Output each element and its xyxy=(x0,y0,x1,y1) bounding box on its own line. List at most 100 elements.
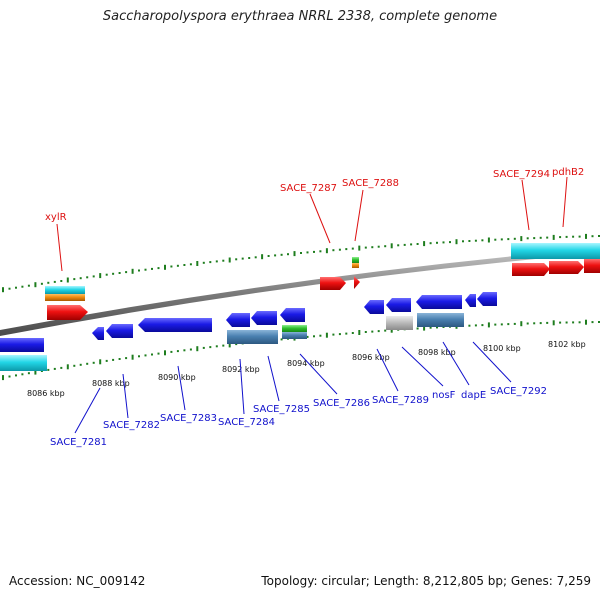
gene-arrow-reverse[interactable] xyxy=(92,327,104,340)
tick-mark xyxy=(60,280,63,282)
gene-arrow-pdhb2[interactable] xyxy=(549,261,584,274)
kbp-label: 8094 kbp xyxy=(287,359,325,368)
tick-mark xyxy=(131,354,134,360)
tick-mark xyxy=(513,322,516,325)
kbp-label: 8088 kbp xyxy=(92,379,130,388)
gene-arrow-red[interactable] xyxy=(584,259,600,273)
gene-label-sace7282[interactable]: SACE_7282 xyxy=(103,420,160,431)
tick-mark xyxy=(125,357,128,360)
tick-mark xyxy=(507,238,510,241)
leader-line xyxy=(401,346,444,387)
gene-label-sace7286[interactable]: SACE_7286 xyxy=(313,398,370,409)
tick-mark xyxy=(546,236,549,239)
gene-label-sace7285[interactable]: SACE_7285 xyxy=(253,404,310,415)
tick-mark xyxy=(591,321,594,324)
gene-label-sace7283[interactable]: SACE_7283 xyxy=(160,413,217,424)
tick-mark xyxy=(436,326,438,329)
gene-arrow-reverse[interactable] xyxy=(251,311,277,325)
tick-mark xyxy=(481,239,484,242)
gene-arrow-sace7282[interactable] xyxy=(106,324,133,338)
gene-arrow-sace7288[interactable] xyxy=(354,276,360,289)
tick-mark xyxy=(325,332,328,338)
feature-orange[interactable] xyxy=(352,263,359,268)
gene-arrow-sace7289[interactable] xyxy=(364,300,384,314)
tick-mark xyxy=(196,261,199,266)
tick-mark xyxy=(390,327,393,333)
tick-mark xyxy=(228,342,231,348)
tick-mark xyxy=(287,253,289,256)
tick-mark xyxy=(598,235,600,237)
tick-mark xyxy=(131,268,134,274)
feature-cyan[interactable] xyxy=(0,355,47,371)
gene-arrow-reverse[interactable] xyxy=(465,294,476,307)
gene-label-sace7288[interactable]: SACE_7288 xyxy=(342,178,399,189)
tick-mark xyxy=(222,259,225,262)
gene-arrow-sace7292[interactable] xyxy=(477,292,497,306)
tick-mark xyxy=(293,251,296,257)
gene-label-sace7294[interactable]: SACE_7294 xyxy=(493,169,550,180)
kbp-label: 8100 kbp xyxy=(483,344,521,353)
gene-label-nosf[interactable]: nosF xyxy=(432,390,456,401)
gene-label-sace7292[interactable]: SACE_7292 xyxy=(490,386,547,397)
gene-label-dape[interactable]: dapE xyxy=(461,390,486,401)
feature-orange[interactable] xyxy=(45,294,85,301)
tick-mark xyxy=(300,252,302,254)
gene-arrow-sace7284[interactable] xyxy=(226,313,250,327)
tick-mark xyxy=(34,369,37,375)
tick-mark xyxy=(513,237,516,240)
tick-mark xyxy=(228,257,231,263)
tick-mark xyxy=(53,280,56,283)
gene-label-xylR[interactable]: xylR xyxy=(45,212,67,223)
gene-arrow-nosf[interactable] xyxy=(386,298,411,312)
tick-mark xyxy=(112,272,115,275)
feature-steel[interactable] xyxy=(282,332,307,339)
tick-mark xyxy=(500,238,503,241)
gene-arrow-sace7281[interactable] xyxy=(0,338,44,352)
tick-mark xyxy=(377,330,380,333)
gene-label-pdhb2[interactable]: pdhB2 xyxy=(552,167,584,178)
gene-label-sace7284[interactable]: SACE_7284 xyxy=(218,417,275,428)
tick-mark xyxy=(99,273,102,279)
feature-steel[interactable] xyxy=(417,313,464,327)
tick-mark xyxy=(591,235,594,238)
tick-mark xyxy=(170,265,173,268)
gene-label-sace7289[interactable]: SACE_7289 xyxy=(372,395,429,406)
gene-arrow-dape[interactable] xyxy=(416,295,462,309)
tick-mark xyxy=(598,321,600,323)
gene-arrow-sace7283[interactable] xyxy=(138,318,212,332)
leader-line xyxy=(309,193,331,244)
tick-mark xyxy=(8,375,11,378)
feature-green[interactable] xyxy=(352,257,359,263)
gene-label-sace7281[interactable]: SACE_7281 xyxy=(50,437,107,448)
tick-mark xyxy=(112,358,115,361)
tick-mark xyxy=(222,344,225,347)
tick-mark xyxy=(47,368,50,371)
feature-steel[interactable] xyxy=(227,330,278,344)
tick-mark xyxy=(449,241,451,244)
tick-mark xyxy=(390,243,393,249)
tick-mark xyxy=(345,332,348,335)
feature-grey[interactable] xyxy=(386,316,413,330)
leader-line xyxy=(74,387,101,434)
gene-arrow-reverse[interactable] xyxy=(280,308,305,322)
tick-mark xyxy=(176,264,179,267)
tick-mark xyxy=(572,321,575,324)
feature-cyan[interactable] xyxy=(511,243,600,259)
tick-mark xyxy=(306,251,309,254)
tick-mark xyxy=(8,287,11,290)
tick-mark xyxy=(215,345,218,348)
tick-mark xyxy=(79,363,82,366)
tick-mark xyxy=(47,281,50,284)
gene-arrow-sace7294[interactable] xyxy=(512,263,550,276)
gene-arrow-reverse[interactable] xyxy=(0,338,4,352)
tick-mark xyxy=(53,367,56,370)
feature-green[interactable] xyxy=(282,325,307,332)
tick-mark xyxy=(565,235,568,238)
gene-arrow-sace7287[interactable] xyxy=(320,277,346,290)
feature-cyan[interactable] xyxy=(45,286,85,294)
kbp-label: 8102 kbp xyxy=(548,340,586,349)
gene-label-sace7287[interactable]: SACE_7287 xyxy=(280,183,337,194)
tick-mark xyxy=(157,352,160,355)
gene-arrow-xylR[interactable] xyxy=(47,305,88,320)
